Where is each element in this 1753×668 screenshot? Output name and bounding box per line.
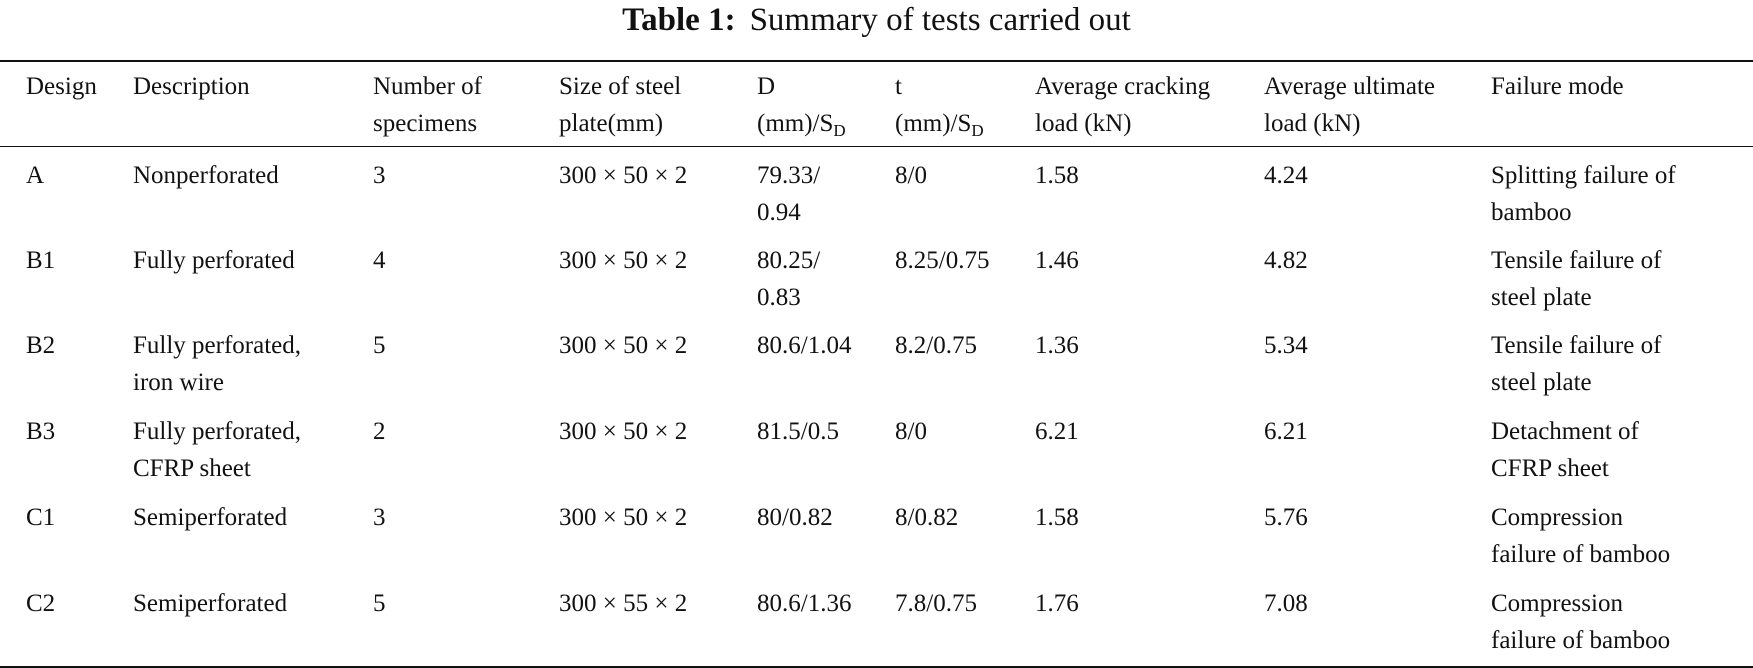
cell-t: 7.8/0.75 bbox=[895, 590, 977, 617]
cell-size: 300 × 50 × 2 bbox=[559, 418, 688, 445]
cell-size: 300 × 50 × 2 bbox=[559, 247, 688, 274]
cell-design: A bbox=[26, 162, 45, 189]
cell-d: 79.33/0.94 bbox=[757, 162, 821, 226]
cell-d: 80.6/1.04 bbox=[757, 332, 852, 359]
cell-size: 300 × 50 × 2 bbox=[559, 332, 688, 359]
cell-failure-mode: Compression failure of bamboo bbox=[1491, 504, 1671, 568]
table-number: Table 1: bbox=[622, 2, 736, 38]
bottom-rule bbox=[0, 666, 1753, 668]
cell-description: Nonperforated bbox=[133, 162, 279, 189]
cell-size: 300 × 50 × 2 bbox=[559, 504, 688, 531]
table-title: Summary of tests carried out bbox=[749, 2, 1131, 38]
cell-failure-mode: Splitting failure of bamboo bbox=[1491, 162, 1676, 226]
cell-description: Fully perforated, CFRP sheet bbox=[133, 418, 302, 482]
cell-ultimate-load: 5.34 bbox=[1264, 332, 1308, 359]
cell-failure-mode: Tensile failure of steel plate bbox=[1491, 247, 1662, 311]
cell-ultimate-load: 7.08 bbox=[1264, 590, 1308, 617]
header-design: Design bbox=[26, 73, 97, 100]
cell-ultimate-load: 4.24 bbox=[1264, 162, 1308, 189]
header-t: t (mm)/SD bbox=[895, 73, 984, 140]
cell-number-of-specimens: 5 bbox=[373, 590, 386, 617]
cell-t: 8.25/0.75 bbox=[895, 247, 990, 274]
cell-number-of-specimens: 4 bbox=[373, 247, 386, 274]
cell-ultimate-load: 6.21 bbox=[1264, 418, 1308, 445]
header-number-of-specimens: Number of specimens bbox=[373, 73, 482, 137]
cell-cracking-load: 1.58 bbox=[1035, 162, 1079, 189]
cell-failure-mode: Tensile failure of steel plate bbox=[1491, 332, 1662, 396]
cell-description: Semiperforated bbox=[133, 590, 288, 617]
header-description: Description bbox=[133, 73, 250, 100]
cell-number-of-specimens: 3 bbox=[373, 504, 386, 531]
cell-design: B2 bbox=[26, 332, 56, 359]
cell-description: Fully perforated bbox=[133, 247, 295, 274]
cell-cracking-load: 1.46 bbox=[1035, 247, 1079, 274]
cell-cracking-load: 1.58 bbox=[1035, 504, 1079, 531]
cell-t: 8.2/0.75 bbox=[895, 332, 977, 359]
cell-failure-mode: Detachment of CFRP sheet bbox=[1491, 418, 1639, 482]
header-d: D (mm)/SD bbox=[757, 73, 846, 140]
cell-d: 80.6/1.36 bbox=[757, 590, 852, 617]
cell-design: B3 bbox=[26, 418, 56, 445]
cell-description: Fully perforated, iron wire bbox=[133, 332, 302, 396]
cell-size: 300 × 50 × 2 bbox=[559, 162, 688, 189]
cell-ultimate-load: 5.76 bbox=[1264, 504, 1308, 531]
cell-design: C1 bbox=[26, 504, 56, 531]
header-rule bbox=[0, 146, 1753, 147]
cell-design: B1 bbox=[26, 247, 56, 274]
cell-number-of-specimens: 5 bbox=[373, 332, 386, 359]
header-failure-mode: Failure mode bbox=[1491, 73, 1624, 100]
cell-d: 80/0.82 bbox=[757, 504, 833, 531]
cell-cracking-load: 6.21 bbox=[1035, 418, 1079, 445]
cell-t: 8/0 bbox=[895, 418, 927, 445]
cell-size: 300 × 55 × 2 bbox=[559, 590, 688, 617]
cell-description: Semiperforated bbox=[133, 504, 288, 531]
cell-d: 81.5/0.5 bbox=[757, 418, 839, 445]
cell-number-of-specimens: 2 bbox=[373, 418, 386, 445]
cell-number-of-specimens: 3 bbox=[373, 162, 386, 189]
header-average-cracking-load: Average cracking load (kN) bbox=[1035, 73, 1211, 137]
header-average-ultimate-load: Average ultimate load (kN) bbox=[1264, 73, 1435, 137]
top-rule bbox=[0, 60, 1753, 62]
header-size-of-steel-plate: Size of steel plate(mm) bbox=[559, 73, 682, 137]
cell-d: 80.25/0.83 bbox=[757, 247, 821, 311]
cell-failure-mode: Compression failure of bamboo bbox=[1491, 590, 1671, 654]
cell-t: 8/0.82 bbox=[895, 504, 959, 531]
cell-t: 8/0 bbox=[895, 162, 927, 189]
cell-cracking-load: 1.36 bbox=[1035, 332, 1079, 359]
table-caption: Table 1: Summary of tests carried out bbox=[0, 0, 1753, 42]
cell-design: C2 bbox=[26, 590, 56, 617]
cell-ultimate-load: 4.82 bbox=[1264, 247, 1308, 274]
cell-cracking-load: 1.76 bbox=[1035, 590, 1079, 617]
